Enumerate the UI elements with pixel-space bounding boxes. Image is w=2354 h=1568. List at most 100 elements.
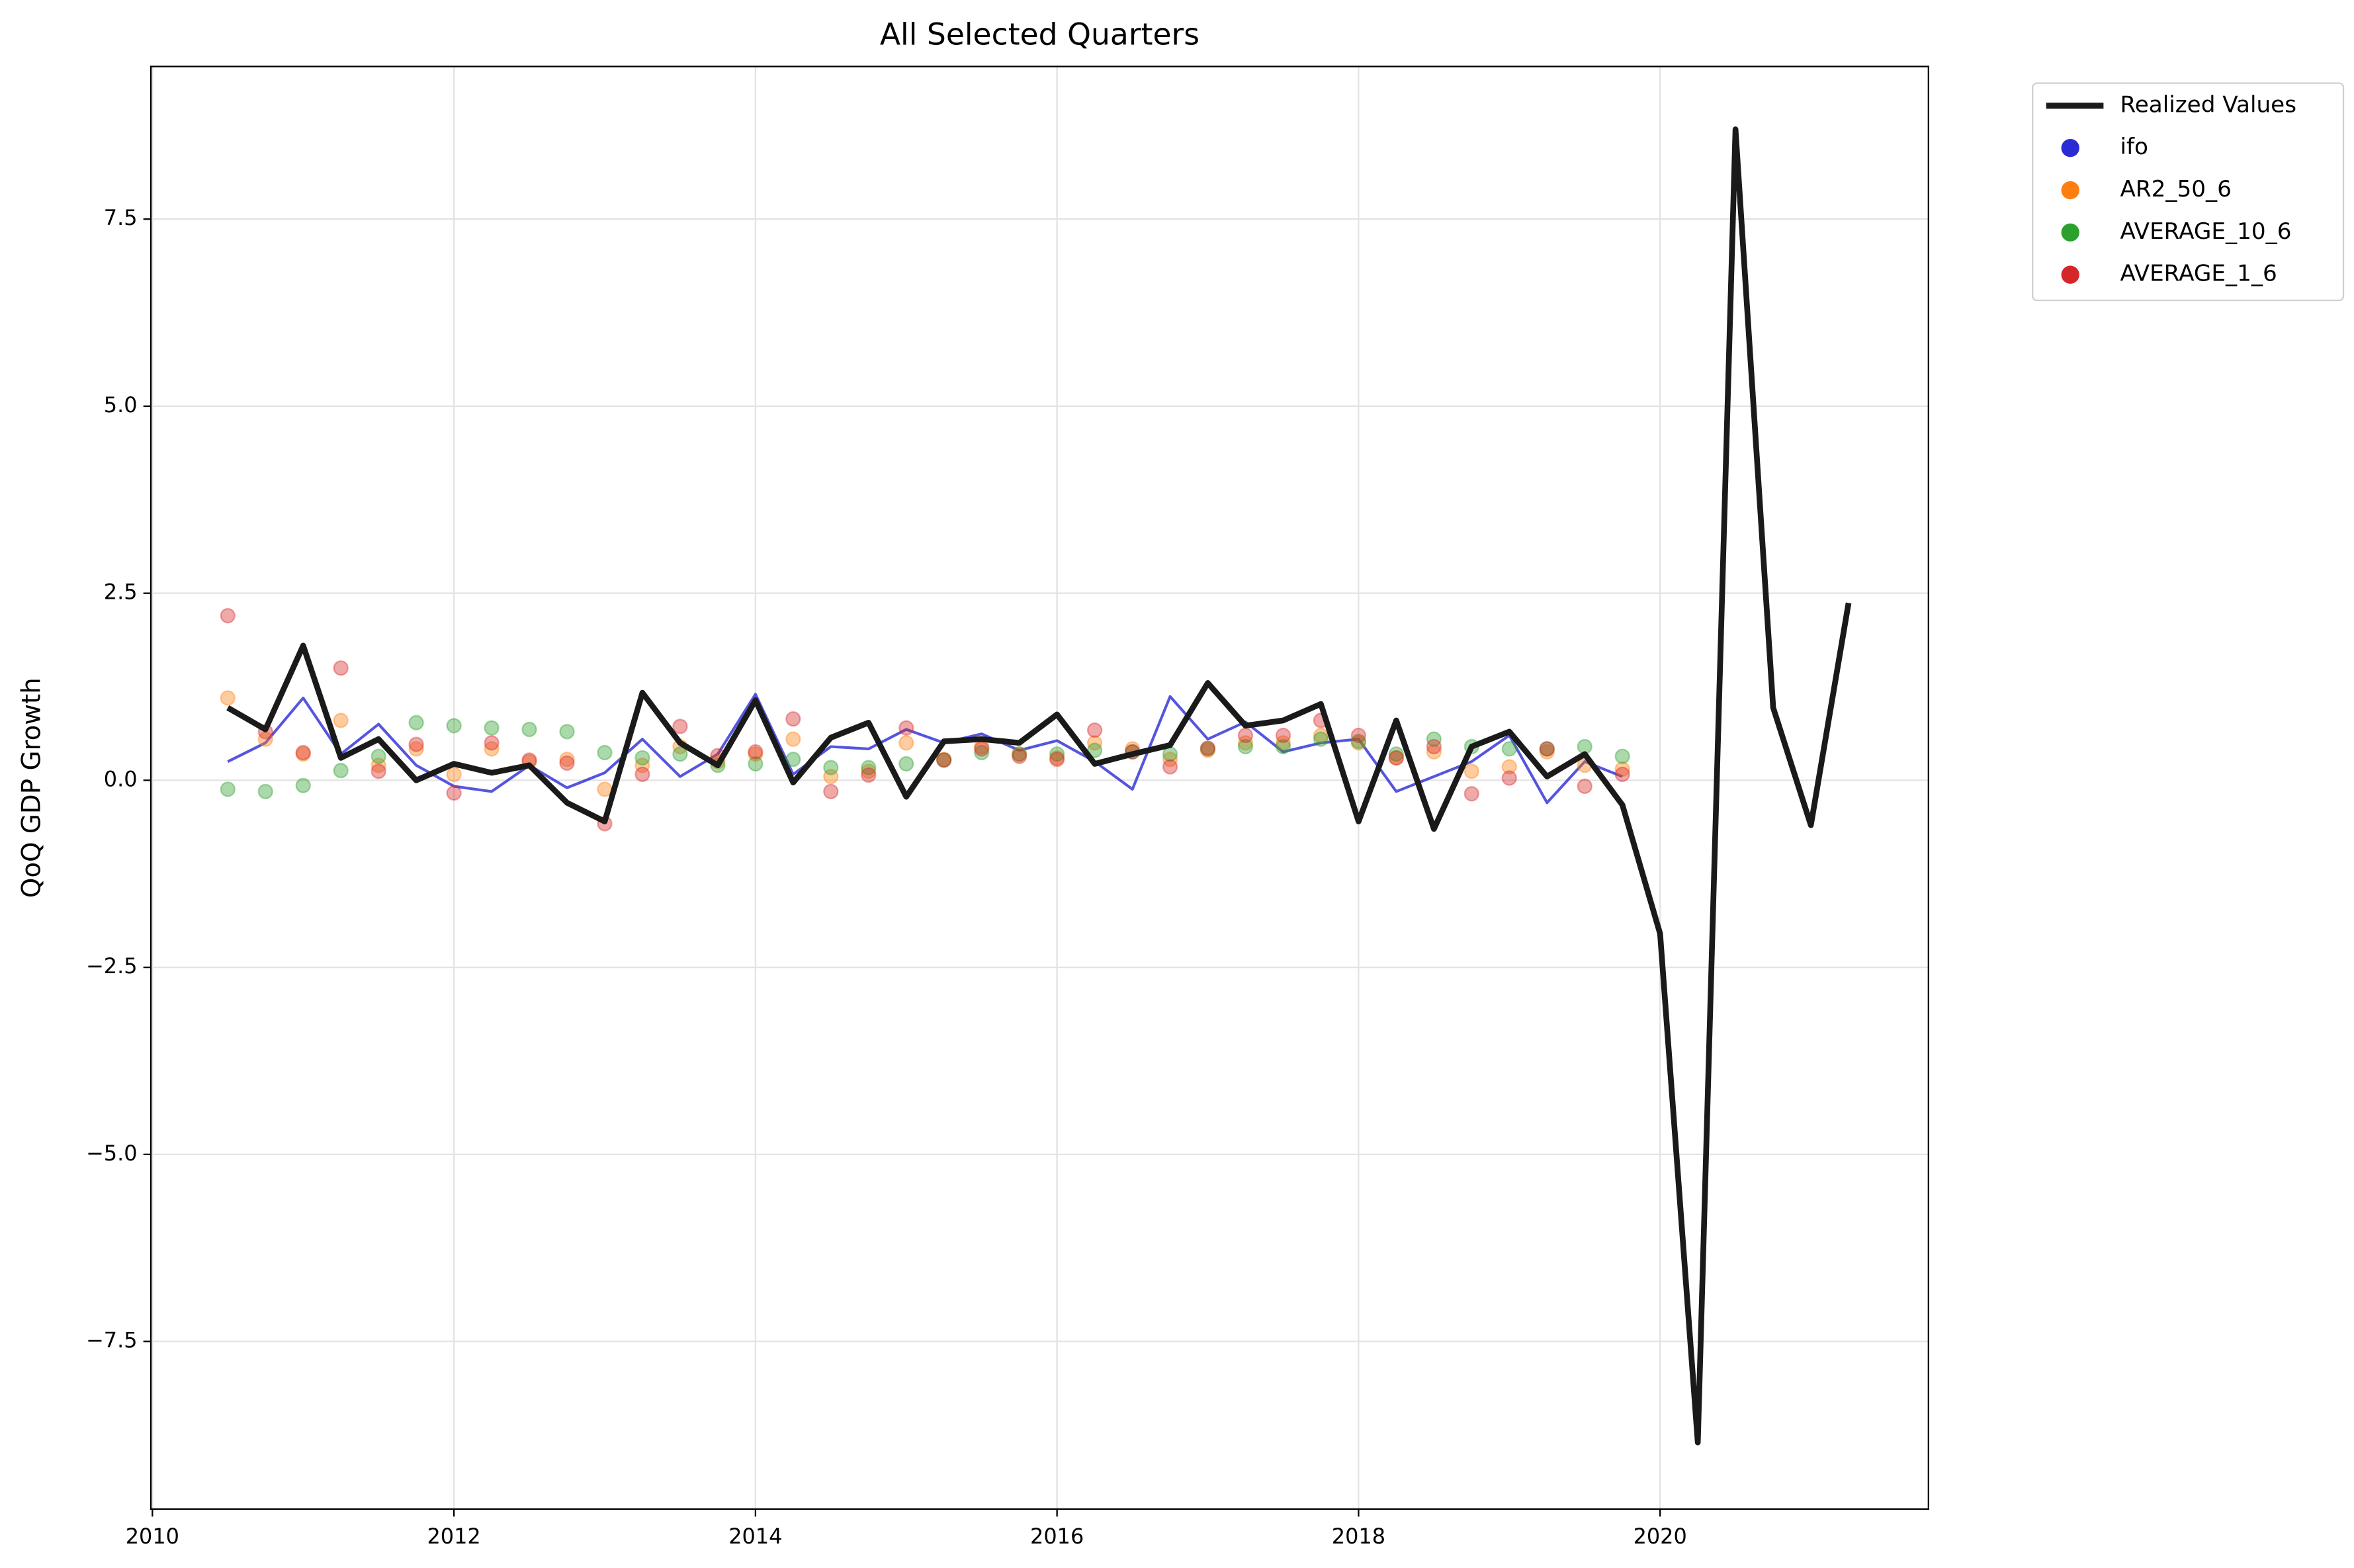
forecast-point (1199, 742, 1216, 758)
legend-box (2032, 82, 2345, 302)
legend-label: AVERAGE_10_6 (2120, 218, 2291, 245)
forecast-point (634, 750, 650, 766)
forecast-point (371, 748, 386, 764)
forecast-point (1012, 748, 1027, 764)
legend: Realized Values ifo AR2_50_6 AVERAGE_10_6 AV… (2032, 82, 2345, 302)
forecast-point (408, 741, 424, 757)
forecast-point (898, 735, 914, 751)
forecast-point (1086, 722, 1103, 738)
forecast-point (1275, 727, 1291, 744)
forecast-point (333, 763, 349, 779)
forecast-point (559, 752, 575, 767)
forecast-point (1275, 738, 1291, 755)
forecast-point (1199, 741, 1216, 757)
forecast-point (333, 713, 349, 728)
legend-marker (2061, 181, 2079, 200)
forecast-point (898, 756, 914, 772)
forecast-point (220, 690, 236, 706)
forecast-point (597, 781, 613, 797)
x-tick-label: 2020 (1634, 1524, 1687, 1549)
forecast-point (974, 744, 990, 761)
forecast-point (748, 746, 763, 762)
forecast-point (408, 715, 424, 730)
forecast-point (1237, 727, 1254, 744)
forecast-point (861, 767, 877, 783)
forecast-point (220, 781, 236, 797)
forecast-point (861, 763, 877, 779)
forecast-point (1237, 735, 1254, 751)
forecast-point (1539, 744, 1555, 760)
forecast-point (1388, 750, 1405, 766)
forecast-point (1501, 741, 1517, 757)
forecast-point (1162, 752, 1178, 767)
forecast-point (936, 752, 952, 767)
realized-line (226, 126, 1852, 1446)
forecast-point (1463, 786, 1479, 802)
forecast-point (1426, 731, 1442, 747)
chart-title: All Selected Quarters (880, 17, 1199, 52)
forecast-line (227, 693, 1623, 805)
forecast-point (521, 721, 537, 738)
forecast-point (672, 719, 688, 734)
y-tick-label: 7.5 (104, 205, 138, 230)
forecast-point (1012, 746, 1027, 762)
forecast-point (823, 760, 839, 775)
forecast-point (1501, 770, 1517, 786)
forecast-point (295, 744, 311, 761)
forecast-point (1577, 778, 1592, 795)
forecast-point (597, 744, 613, 761)
forecast-point (785, 711, 801, 727)
forecast-point (823, 769, 839, 785)
forecast-point (785, 731, 801, 747)
forecast-point (1162, 759, 1178, 775)
x-tick-label: 2012 (427, 1524, 480, 1549)
forecast-point (1388, 750, 1405, 766)
x-tick-label: 2018 (1332, 1524, 1385, 1549)
forecast-point (220, 607, 236, 624)
forecast-point (1237, 738, 1254, 755)
forecast-point (371, 763, 386, 779)
forecast-point (559, 755, 575, 771)
forecast-point (1426, 738, 1442, 755)
forecast-point (936, 752, 952, 768)
forecast-point (1350, 727, 1367, 744)
x-tick-label: 2010 (126, 1524, 179, 1549)
forecast-point (484, 735, 500, 751)
legend-label: ifo (2120, 134, 2148, 160)
forecast-point (785, 752, 801, 767)
plot-frame (150, 65, 1929, 1510)
x-tick-label: 2016 (1030, 1524, 1084, 1549)
forecast-point (1199, 740, 1216, 756)
forecast-point (295, 746, 311, 762)
forecast-point (446, 785, 462, 801)
forecast-point (408, 736, 424, 752)
forecast-point (974, 741, 990, 757)
forecast-point (634, 758, 650, 773)
forecast-point (823, 783, 839, 799)
forecast-point (1388, 746, 1405, 762)
forecast-point (484, 741, 500, 757)
y-tick-label: −5.0 (86, 1141, 138, 1166)
forecast-point (371, 758, 386, 773)
legend-marker (2061, 223, 2079, 242)
forecast-point (559, 724, 575, 740)
y-tick-label: −2.5 (86, 953, 138, 979)
forecast-point (1350, 735, 1367, 751)
forecast-point (1313, 727, 1329, 744)
forecast-point (1501, 759, 1517, 775)
forecast-point (1614, 761, 1630, 777)
forecast-point (1275, 735, 1291, 751)
forecast-point (1313, 731, 1329, 747)
y-axis-label: QoQ GDP Growth (17, 677, 47, 898)
forecast-point (1426, 744, 1442, 760)
forecast-point (446, 718, 462, 734)
x-tick-label: 2014 (728, 1524, 782, 1549)
forecast-point (1049, 750, 1065, 766)
forecast-point (1162, 746, 1178, 762)
forecast-point (333, 660, 349, 676)
legend-marker (2061, 265, 2079, 284)
legend-label: AVERAGE_1_6 (2120, 261, 2277, 287)
forecast-point (748, 756, 763, 772)
